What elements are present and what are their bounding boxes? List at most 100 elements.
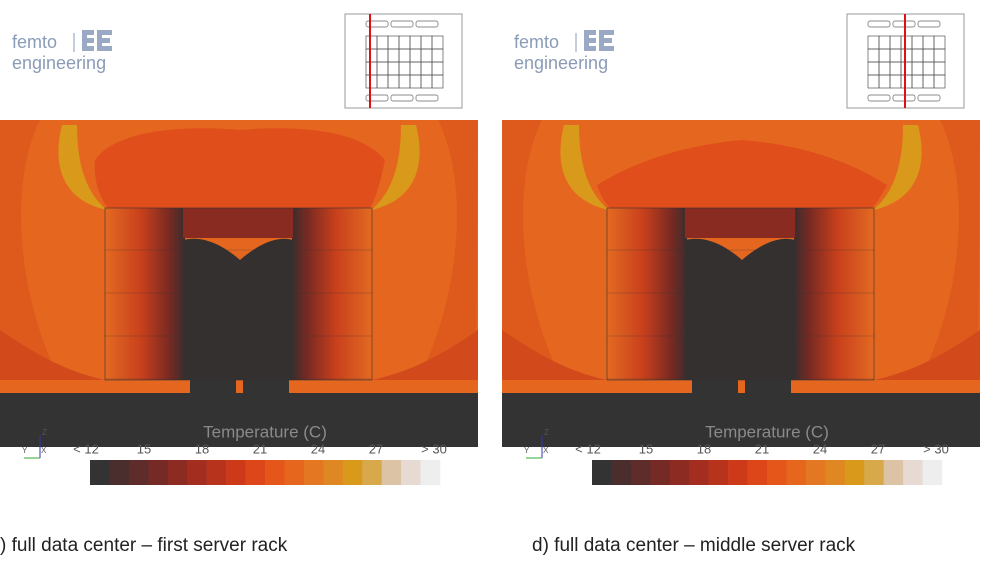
hot-crescent: [58, 125, 107, 210]
colorbar-swatch: [226, 460, 246, 485]
logo-text: femto: [12, 32, 57, 52]
colorbar-swatch: [728, 460, 748, 485]
colorbar-swatch: [381, 460, 402, 485]
rack-gradient: [105, 208, 185, 380]
legend-label: 21: [755, 441, 769, 456]
axis-label: Z: [544, 428, 549, 437]
logo-text: engineering: [514, 53, 608, 73]
caption: d) full data center – middle server rack: [532, 535, 856, 556]
axis-label: Z: [42, 428, 47, 437]
legend-label: > 30: [923, 441, 949, 456]
rack-gradient: [607, 208, 687, 380]
rack-top: [183, 208, 293, 238]
legend-label: > 30: [421, 441, 447, 456]
warm-plume: [94, 128, 385, 208]
colorbar-swatch: [401, 460, 421, 485]
colorbar-swatch: [187, 460, 207, 485]
legend-label: 27: [871, 441, 885, 456]
rack-gradient: [794, 208, 874, 380]
legend-label: < 12: [73, 441, 99, 456]
rack-foot: [243, 380, 289, 393]
colorbar-swatch: [592, 460, 612, 485]
colorbar-swatch: [420, 460, 441, 485]
colorbar-swatch: [844, 460, 865, 485]
colorbar-swatch: [342, 460, 363, 485]
cold-core: [685, 238, 795, 380]
colorbar-swatch: [786, 460, 807, 485]
rack-foot: [692, 380, 738, 393]
field-band: [0, 330, 105, 380]
warm-plume: [597, 140, 887, 208]
minimap-cell: [431, 74, 444, 89]
colorbar-swatch: [611, 460, 632, 485]
logo-mark: [584, 30, 614, 51]
axis-label: Y: [22, 446, 28, 455]
minimap-cell: [415, 20, 439, 28]
minimap-cell: [390, 94, 414, 102]
colorbar-swatch: [303, 460, 324, 485]
legend-title: Temperature (C): [705, 422, 829, 441]
colorbar-swatch: [167, 460, 188, 485]
logo-text: engineering: [12, 53, 106, 73]
minimap: [344, 13, 463, 109]
hot-crescent: [371, 125, 420, 210]
colorbar-swatch: [883, 460, 904, 485]
minimap-cell: [933, 74, 946, 89]
field-band: [874, 330, 980, 380]
minimap-cell: [365, 20, 389, 28]
field-band: [0, 120, 60, 380]
minimap-cell: [390, 20, 414, 28]
rack-outline: [104, 207, 373, 381]
rack-foot: [190, 380, 236, 393]
legend-label: 15: [137, 441, 151, 456]
colorbar-swatch: [669, 460, 690, 485]
rack-top: [685, 208, 795, 238]
colorbar-swatch: [284, 460, 305, 485]
colorbar-swatch: [128, 460, 149, 485]
cold-core: [183, 238, 293, 380]
minimap-cell: [917, 20, 941, 28]
caption: ) full data center – first server rack: [0, 535, 288, 556]
minimap-cell: [917, 94, 941, 102]
axis-label: X: [41, 446, 47, 455]
legend-label: 21: [253, 441, 267, 456]
hot-crescent: [560, 125, 609, 210]
floor: [502, 393, 980, 447]
axis-label: Y: [524, 446, 530, 455]
colorbar-swatch: [323, 460, 344, 485]
colorbar-swatch: [903, 460, 923, 485]
minimap-cell: [415, 94, 439, 102]
colorbar-swatch: [630, 460, 651, 485]
legend-label: 24: [311, 441, 325, 456]
legend-label: 24: [813, 441, 827, 456]
floor: [0, 393, 478, 447]
legend-label: 27: [369, 441, 383, 456]
colorbar-swatch: [864, 460, 884, 485]
colorbar-swatch: [206, 460, 227, 485]
rack-foot: [745, 380, 791, 393]
field-band: [920, 120, 980, 380]
field-band: [502, 120, 562, 380]
field-band: [372, 330, 478, 380]
colorbar-swatch: [265, 460, 285, 485]
legend-label: 18: [697, 441, 711, 456]
colorbar-swatch: [922, 460, 943, 485]
logo-text: femto: [514, 32, 559, 52]
minimap-cell: [365, 94, 389, 102]
colorbar-swatch: [708, 460, 729, 485]
legend-label: 15: [639, 441, 653, 456]
logo-mark: [82, 30, 112, 51]
axis-label: X: [543, 446, 549, 455]
colorbar-swatch: [767, 460, 787, 485]
colorbar-swatch: [90, 460, 110, 485]
legend-label: 18: [195, 441, 209, 456]
hot-crescent: [873, 125, 922, 210]
minimap-cell: [867, 94, 891, 102]
rack-gradient: [292, 208, 372, 380]
rack-outline: [606, 207, 875, 381]
colorbar-swatch: [650, 460, 671, 485]
colorbar-swatch: [148, 460, 169, 485]
field-band: [502, 330, 607, 380]
